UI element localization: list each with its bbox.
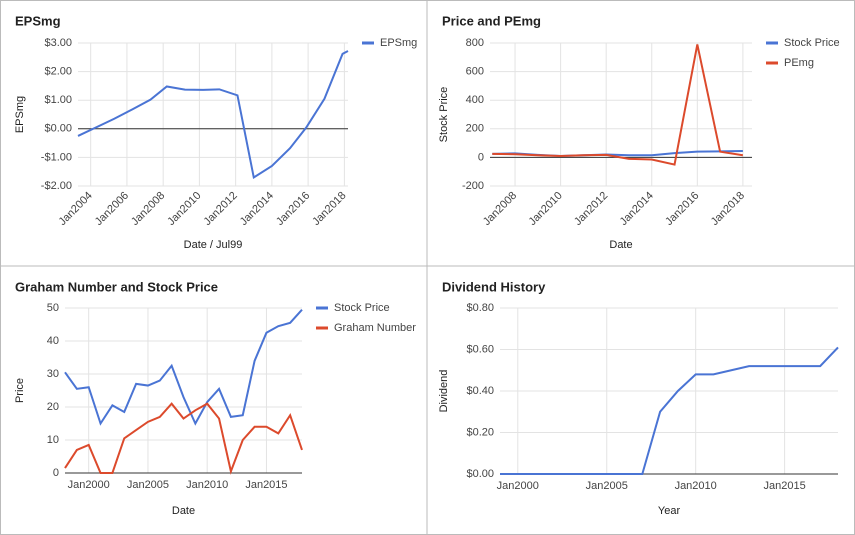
y-axis-title: Dividend — [438, 370, 450, 413]
x-tick-label: Jan2010 — [165, 190, 203, 228]
y-tick-label: $3.00 — [44, 37, 72, 49]
y-tick-label: 600 — [466, 66, 484, 78]
y-tick-label: 40 — [47, 335, 59, 347]
y-tick-label: 50 — [47, 302, 59, 314]
y-tick-label: 30 — [47, 368, 59, 380]
x-tick-label: Jan2014 — [238, 190, 276, 228]
y-tick-label: $0.60 — [466, 343, 494, 355]
y-tick-label: -200 — [462, 180, 484, 192]
chart-title: Graham Number and Stock Price — [15, 279, 218, 294]
x-tick-label: Jan2006 — [93, 190, 131, 228]
y-tick-label: $0.80 — [466, 302, 494, 314]
y-tick-label: $0.20 — [466, 426, 494, 438]
y-tick-label: 200 — [466, 123, 484, 135]
y-tick-label: 10 — [47, 434, 59, 446]
legend-label: PEmg — [784, 57, 814, 69]
x-tick-label: Jan2015 — [764, 480, 806, 492]
y-tick-label: -$2.00 — [41, 180, 72, 192]
legend-label: EPSmg — [380, 37, 417, 49]
legend-label: Stock Price — [784, 37, 840, 49]
y-tick-label: 0 — [53, 467, 59, 479]
legend-label: Graham Number — [334, 322, 416, 334]
x-tick-label: Jan2005 — [586, 480, 628, 492]
x-axis-title: Date / Jul99 — [184, 239, 243, 251]
x-tick-label: Jan2015 — [245, 479, 287, 491]
x-tick-label: Jan2008 — [129, 190, 167, 228]
y-tick-label: 400 — [466, 94, 484, 106]
y-tick-label: $0.00 — [44, 123, 72, 135]
y-tick-label: $0.00 — [466, 468, 494, 480]
x-axis-title: Date — [172, 505, 195, 517]
series-line — [500, 346, 839, 475]
y-tick-label: -$1.00 — [41, 151, 72, 163]
chart-title: Price and PEmg — [442, 13, 541, 28]
y-tick-label: 800 — [466, 37, 484, 49]
y-tick-label: $1.00 — [44, 94, 72, 106]
x-tick-label: Jan2012 — [201, 190, 239, 228]
x-tick-label: Jan2010 — [526, 190, 564, 228]
y-tick-label: $2.00 — [44, 66, 72, 78]
x-axis-title: Date — [609, 239, 632, 251]
x-tick-label: Jan2005 — [127, 479, 169, 491]
y-tick-label: 20 — [47, 401, 59, 413]
series-line — [77, 50, 349, 180]
x-axis-title: Year — [658, 505, 681, 517]
chart-title: EPSmg — [15, 13, 61, 28]
x-tick-label: Jan2018 — [709, 190, 747, 228]
x-tick-label: Jan2004 — [57, 190, 95, 228]
y-tick-label: $0.40 — [466, 385, 494, 397]
y-axis-title: Price — [14, 378, 26, 403]
series-line — [492, 44, 744, 166]
y-axis-title: EPSmg — [14, 96, 26, 133]
y-axis-title: Stock Price — [438, 87, 450, 143]
chart-title: Dividend History — [442, 279, 546, 294]
x-tick-label: Jan2008 — [481, 190, 519, 228]
x-tick-label: Jan2014 — [618, 190, 656, 228]
x-tick-label: Jan2016 — [663, 190, 701, 228]
y-tick-label: 0 — [478, 151, 484, 163]
x-tick-label: Jan2016 — [274, 190, 312, 228]
series-line — [64, 402, 303, 475]
x-tick-label: Jan2000 — [68, 479, 110, 491]
legend-label: Stock Price — [334, 302, 390, 314]
x-tick-label: Jan2012 — [572, 190, 610, 228]
x-tick-label: Jan2018 — [310, 190, 348, 228]
x-tick-label: Jan2010 — [675, 480, 717, 492]
x-tick-label: Jan2010 — [186, 479, 228, 491]
series-line — [64, 308, 303, 426]
x-tick-label: Jan2000 — [497, 480, 539, 492]
